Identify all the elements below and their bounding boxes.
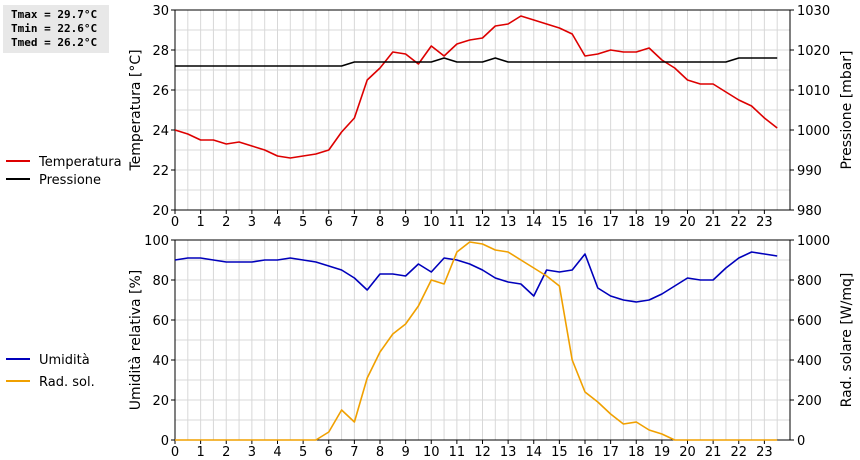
x-tick-label: 3 <box>248 445 256 460</box>
x-tick-label: 7 <box>350 215 358 230</box>
y-tick-label: 60 <box>152 314 169 329</box>
y2-tick-label: 0 <box>797 434 805 449</box>
x-tick-label: 4 <box>273 215 281 230</box>
x-tick-label: 1 <box>196 445 204 460</box>
series-line-temperatura <box>174 15 778 159</box>
x-tick-label: 10 <box>423 445 440 460</box>
x-tick-label: 5 <box>299 215 307 230</box>
y2-axis-label: Pressione [mbar] <box>839 50 855 169</box>
x-tick-label: 21 <box>705 215 722 230</box>
x-tick-label: 10 <box>423 215 440 230</box>
x-tick-label: 20 <box>679 215 696 230</box>
y2-tick-label: 1000 <box>797 124 830 139</box>
chart-panel-1: 0 1 2 3 4 5 6 7 8 9 10 11 12 13 14 15 16 17 18 19 20 21 22 2320… <box>128 4 855 230</box>
y2-tick-label: 1010 <box>797 84 830 99</box>
x-tick-label: 17 <box>602 215 619 230</box>
y-tick-label: 24 <box>152 124 169 139</box>
x-tick-label: 22 <box>730 215 747 230</box>
y2-tick-label: 1020 <box>797 44 830 59</box>
y-tick-label: 100 <box>144 234 169 249</box>
tmin-label: Tmin = 22.6°C <box>11 22 98 35</box>
y2-tick-label: 200 <box>797 394 822 409</box>
x-tick-label: 4 <box>273 445 281 460</box>
x-tick-label: 8 <box>376 445 384 460</box>
x-tick-label: 16 <box>577 445 594 460</box>
x-tick-label: 2 <box>222 215 230 230</box>
y2-tick-label: 1030 <box>797 4 830 19</box>
x-tick-label: 19 <box>654 445 671 460</box>
x-tick-label: 0 <box>171 215 179 230</box>
x-tick-label: 14 <box>525 445 542 460</box>
legend-label: Umidità <box>39 353 90 368</box>
y2-axis-label: Rad. solare [W/mq] <box>839 273 855 408</box>
x-tick-label: 22 <box>730 445 747 460</box>
legend-label: Pressione <box>39 173 101 188</box>
x-tick-label: 23 <box>756 445 773 460</box>
y-tick-label: 20 <box>152 394 169 409</box>
x-tick-label: 2 <box>222 445 230 460</box>
x-tick-label: 13 <box>500 215 517 230</box>
x-tick-label: 6 <box>325 215 333 230</box>
x-tick-label: 9 <box>401 445 409 460</box>
legend-label: Temperatura <box>38 155 122 170</box>
legend-label: Rad. sol. <box>39 375 95 390</box>
y2-tick-label: 1000 <box>797 234 830 249</box>
y-tick-label: 20 <box>152 204 169 219</box>
x-tick-label: 19 <box>654 215 671 230</box>
legend-layer: Temperatura Pressione Umidità Rad. sol. <box>6 155 122 390</box>
stats-box: Tmax = 29.7°C Tmin = 22.6°C Tmed = 26.2°… <box>3 5 109 53</box>
x-tick-label: 8 <box>376 215 384 230</box>
y-tick-label: 26 <box>152 84 169 99</box>
y2-tick-label: 980 <box>797 204 822 219</box>
x-tick-label: 6 <box>325 445 333 460</box>
x-tick-label: 18 <box>628 445 645 460</box>
x-tick-label: 20 <box>679 445 696 460</box>
y2-tick-label: 600 <box>797 314 822 329</box>
y-tick-label: 30 <box>152 4 169 19</box>
x-tick-label: 12 <box>474 215 491 230</box>
tmed-label: Tmed = 26.2°C <box>11 36 98 49</box>
y-axis-label: Umidità relativa [%] <box>128 270 144 411</box>
series-line-rad-sol <box>175 241 778 441</box>
chart-panel-2: 0 1 2 3 4 5 6 7 8 9 10 11 12 13 14 15 16 17 18 19 20 21 22 2302… <box>128 234 855 460</box>
x-tick-label: 7 <box>350 445 358 460</box>
y-tick-label: 80 <box>152 274 169 289</box>
x-tick-label: 11 <box>449 215 466 230</box>
x-tick-label: 11 <box>449 445 466 460</box>
x-tick-label: 16 <box>577 215 594 230</box>
x-tick-label: 14 <box>525 215 542 230</box>
x-tick-label: 1 <box>196 215 204 230</box>
x-tick-label: 12 <box>474 445 491 460</box>
x-tick-label: 15 <box>551 445 568 460</box>
y-tick-label: 0 <box>161 434 169 449</box>
x-tick-label: 3 <box>248 215 256 230</box>
y2-tick-label: 990 <box>797 164 822 179</box>
y-axis-label: Temperatura [°C] <box>128 49 144 171</box>
y2-tick-label: 800 <box>797 274 822 289</box>
x-tick-label: 13 <box>500 445 517 460</box>
chart-layer: 0 1 2 3 4 5 6 7 8 9 10 11 12 13 14 15 16 17 18 19 20 21 22 2320… <box>128 4 855 460</box>
y-tick-label: 28 <box>152 44 169 59</box>
x-tick-label: 17 <box>602 445 619 460</box>
y2-tick-label: 400 <box>797 354 822 369</box>
y-tick-label: 22 <box>152 164 169 179</box>
x-tick-label: 18 <box>628 215 645 230</box>
x-tick-label: 0 <box>171 445 179 460</box>
x-tick-label: 9 <box>401 215 409 230</box>
x-tick-label: 15 <box>551 215 568 230</box>
x-tick-label: 5 <box>299 445 307 460</box>
tmax-label: Tmax = 29.7°C <box>11 8 98 21</box>
series-line-pressione <box>175 57 778 67</box>
y-tick-label: 40 <box>152 354 169 369</box>
x-tick-label: 23 <box>756 215 773 230</box>
x-tick-label: 21 <box>705 445 722 460</box>
series-line-umidit <box>174 251 778 303</box>
